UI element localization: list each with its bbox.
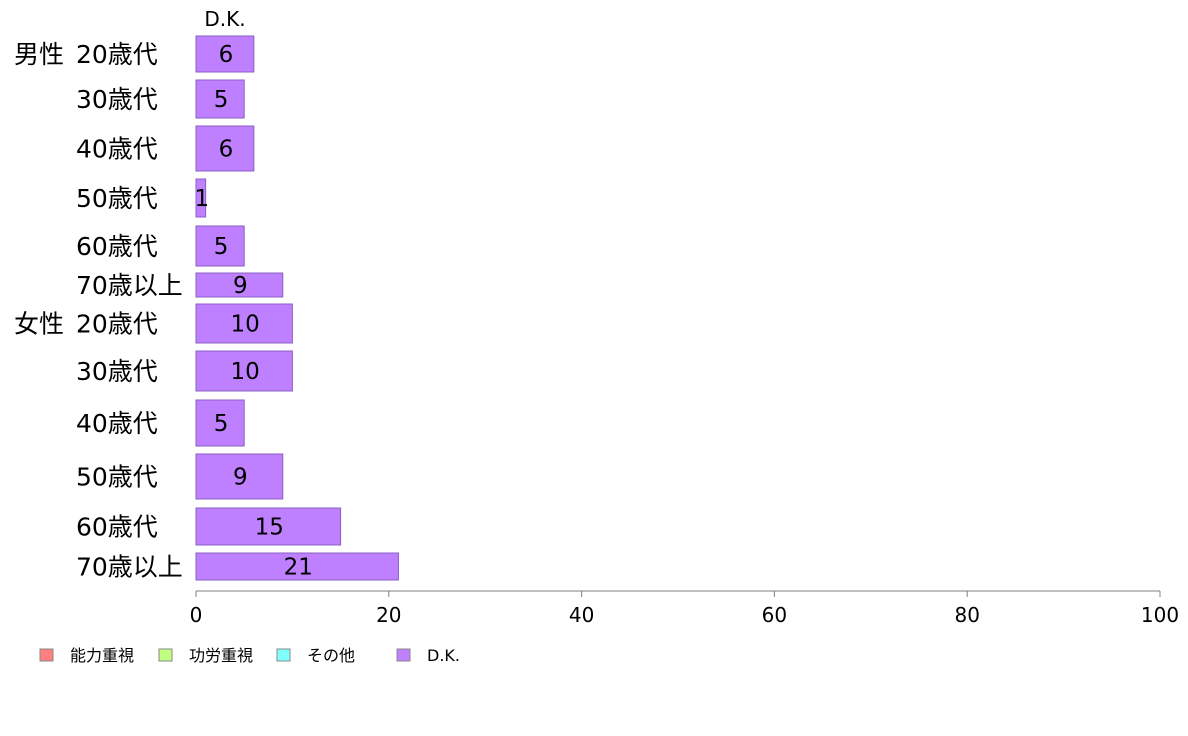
data-label: 9 [233,465,248,491]
legend-label: 能力重視 [70,646,134,665]
data-label: 5 [214,234,229,260]
bar [195,303,293,344]
category-label: 70歳以上 [76,553,183,582]
data-label: 15 [255,515,284,541]
bar [195,453,284,500]
x-tick-label: 20 [376,603,401,627]
x-tick-label: 40 [569,603,594,627]
group-label: 男性 [14,40,64,69]
segment-header-label: D.K. [204,7,245,31]
bar [195,225,245,267]
legend-swatch [39,648,54,662]
category-label: 40歳代 [76,409,158,438]
data-label: 6 [219,42,234,68]
bar [195,552,399,581]
legend-swatch [276,648,291,662]
x-tick-label: 60 [762,603,787,627]
legend-label: D.K. [427,646,460,665]
data-label: 6 [219,137,234,163]
x-tick-label: 0 [190,603,203,627]
legend-label: 功労重視 [189,646,253,665]
x-tick-label: 100 [1141,603,1179,627]
category-label: 70歳以上 [76,271,183,300]
category-label: 20歳代 [76,310,158,339]
group-label: 女性 [14,310,64,339]
data-label: 10 [231,359,260,385]
data-label: 10 [231,312,260,338]
bar [195,272,284,298]
category-label: 60歳代 [76,232,158,261]
category-label: 50歳代 [76,463,158,492]
data-label: 5 [214,411,229,437]
data-label: 1 [194,186,209,212]
category-label: 60歳代 [76,513,158,542]
bar [195,399,245,447]
data-label: 5 [214,87,229,113]
bar [195,35,255,73]
data-label: 9 [233,273,248,299]
legend-label: その他 [307,646,355,665]
data-label: 21 [284,555,313,581]
bar [195,350,293,392]
bar [195,79,245,119]
category-label: 30歳代 [76,357,158,386]
bar [195,507,342,546]
legend-swatch [158,648,173,662]
bar [195,125,255,172]
x-tick-label: 80 [954,603,979,627]
legend-swatch [396,648,411,662]
category-label: 40歳代 [76,135,158,164]
category-label: 50歳代 [76,184,158,213]
category-label: 20歳代 [76,40,158,69]
bar [195,178,207,218]
category-label: 30歳代 [76,85,158,114]
